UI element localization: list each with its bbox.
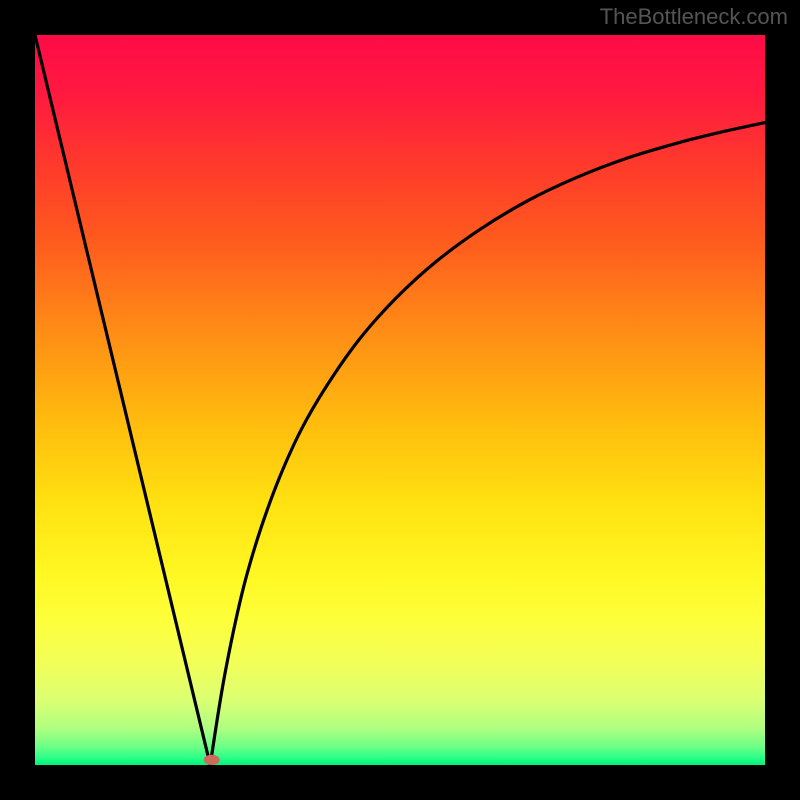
vertex-marker bbox=[204, 755, 220, 765]
gradient-background bbox=[35, 35, 765, 765]
plot-area bbox=[35, 35, 765, 765]
watermark-text: TheBottleneck.com bbox=[600, 4, 788, 30]
plot-svg bbox=[35, 35, 765, 765]
chart-frame: TheBottleneck.com bbox=[0, 0, 800, 800]
